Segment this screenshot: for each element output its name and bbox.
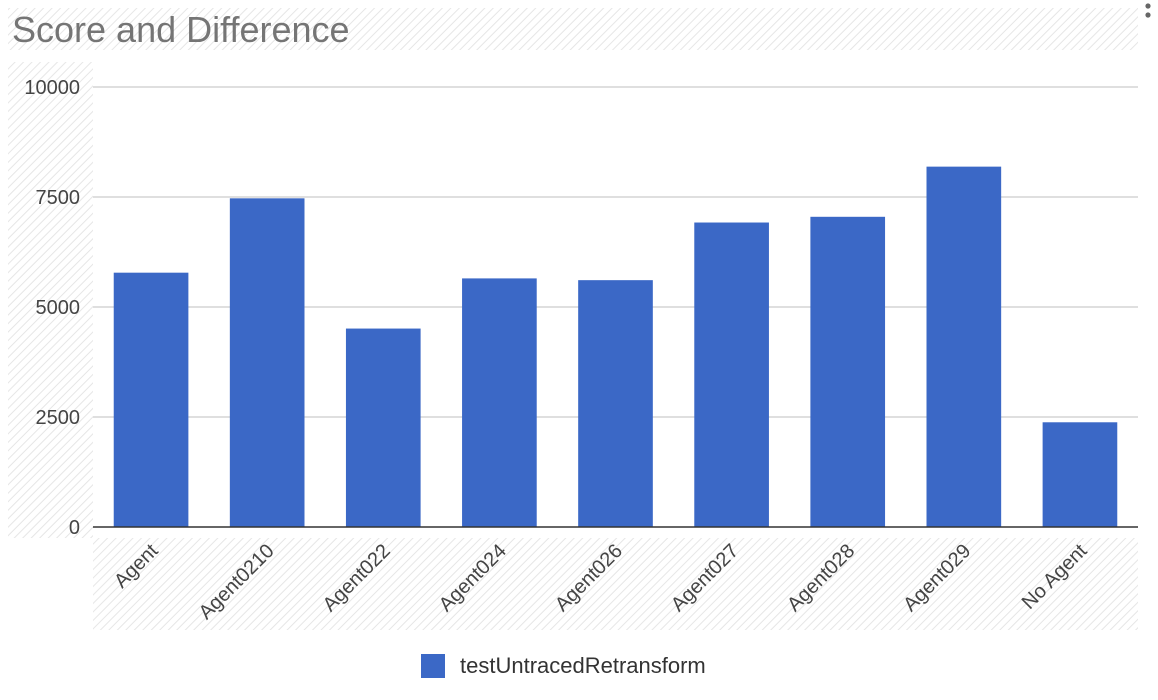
bar <box>1042 422 1118 527</box>
x-axis-region <box>93 538 1138 630</box>
bar <box>578 280 653 527</box>
legend: testUntracedRetransform <box>421 653 706 678</box>
bar <box>113 272 189 527</box>
legend-swatch <box>421 654 445 678</box>
chart-title: Score and Difference <box>12 9 350 50</box>
bar <box>462 278 537 527</box>
bar <box>345 328 421 527</box>
bar <box>229 198 305 527</box>
y-axis-ticks: 0 2500 5000 7500 10000 <box>24 77 80 539</box>
y-tick-label: 5000 <box>36 297 81 319</box>
bar <box>926 166 1002 527</box>
y-tick-label: 2500 <box>36 407 81 429</box>
title-region <box>8 8 1138 50</box>
bars <box>113 166 1118 528</box>
vertical-dots-icon[interactable] <box>1145 3 1151 18</box>
y-axis-region <box>8 62 93 538</box>
y-tick-label: 7500 <box>36 187 81 209</box>
bar <box>810 216 886 528</box>
bar <box>694 222 769 527</box>
y-tick-label: 10000 <box>24 77 80 99</box>
legend-label: testUntracedRetransform <box>460 653 706 678</box>
y-tick-label: 0 <box>69 517 80 539</box>
